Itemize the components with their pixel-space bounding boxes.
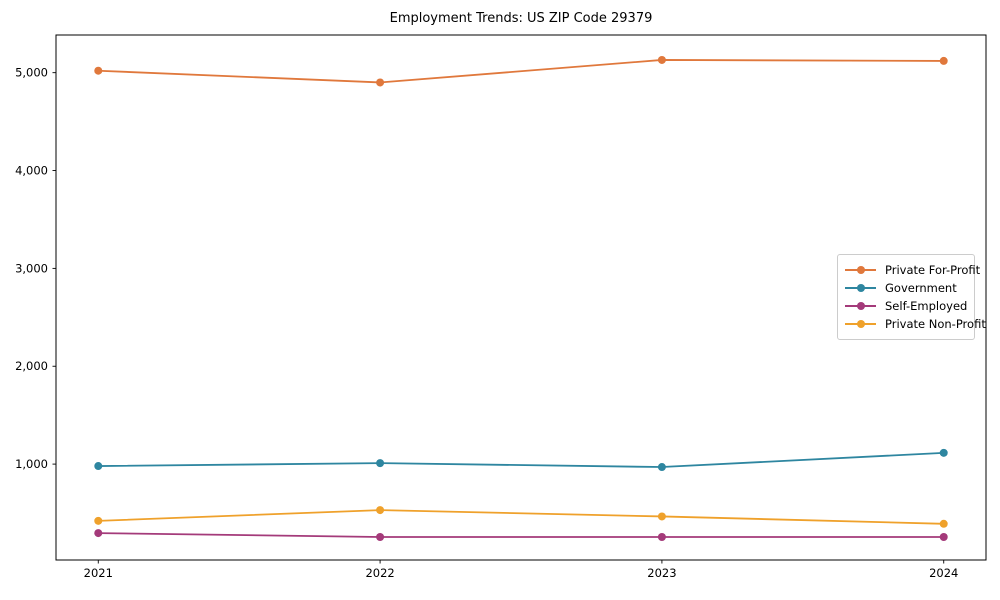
legend-marker-icon xyxy=(845,265,876,275)
data-point-private-for-profit xyxy=(94,66,103,75)
legend-item: Government xyxy=(845,279,970,297)
y-tick-label: 2,000 xyxy=(15,359,48,373)
legend-marker-icon xyxy=(845,319,876,329)
legend-item: Private For-Profit xyxy=(845,261,980,279)
data-point-private-for-profit xyxy=(376,78,385,87)
y-tick-label: 4,000 xyxy=(15,164,48,178)
x-tick-label: 2021 xyxy=(84,566,113,580)
legend-label: Government xyxy=(885,281,957,295)
data-point-self-employed xyxy=(94,529,103,538)
chart-title: Employment Trends: US ZIP Code 29379 xyxy=(389,11,653,26)
legend-marker-icon xyxy=(845,301,876,311)
data-point-private-non-profit xyxy=(657,512,666,521)
legend-item: Private Non-Profit xyxy=(845,315,986,333)
legend-item: Self-Employed xyxy=(845,297,970,315)
legend-label: Private Non-Profit xyxy=(885,317,986,331)
series-line-self-employed xyxy=(97,532,945,538)
series-line-private-for-profit xyxy=(97,59,945,84)
legend-marker-icon xyxy=(845,283,876,293)
data-point-government xyxy=(94,462,103,471)
data-point-private-for-profit xyxy=(939,56,948,65)
data-point-government xyxy=(657,463,666,472)
legend-label: Self-Employed xyxy=(885,299,968,313)
legend: Private For-Profit Government Self-Employe… xyxy=(837,254,986,340)
y-tick-label: 1,000 xyxy=(15,457,48,471)
series-line-private-non-profit xyxy=(97,509,945,525)
y-tick-label: 3,000 xyxy=(15,261,48,275)
data-point-government xyxy=(376,459,385,468)
x-tick-label: 2024 xyxy=(929,566,958,580)
data-point-private-non-profit xyxy=(939,519,948,528)
plot-frame xyxy=(55,34,987,561)
series-line-government xyxy=(97,451,945,468)
data-point-self-employed xyxy=(657,533,666,542)
data-point-private-for-profit xyxy=(657,55,666,64)
data-point-private-non-profit xyxy=(94,516,103,525)
data-point-self-employed xyxy=(939,533,948,542)
x-tick-label: 2023 xyxy=(647,566,676,580)
y-tick-label: 5,000 xyxy=(15,66,48,80)
data-point-self-employed xyxy=(376,533,385,542)
legend-label: Private For-Profit xyxy=(885,263,981,277)
x-tick-label: 2022 xyxy=(365,566,394,580)
data-point-private-non-profit xyxy=(376,506,385,515)
data-point-government xyxy=(939,448,948,457)
